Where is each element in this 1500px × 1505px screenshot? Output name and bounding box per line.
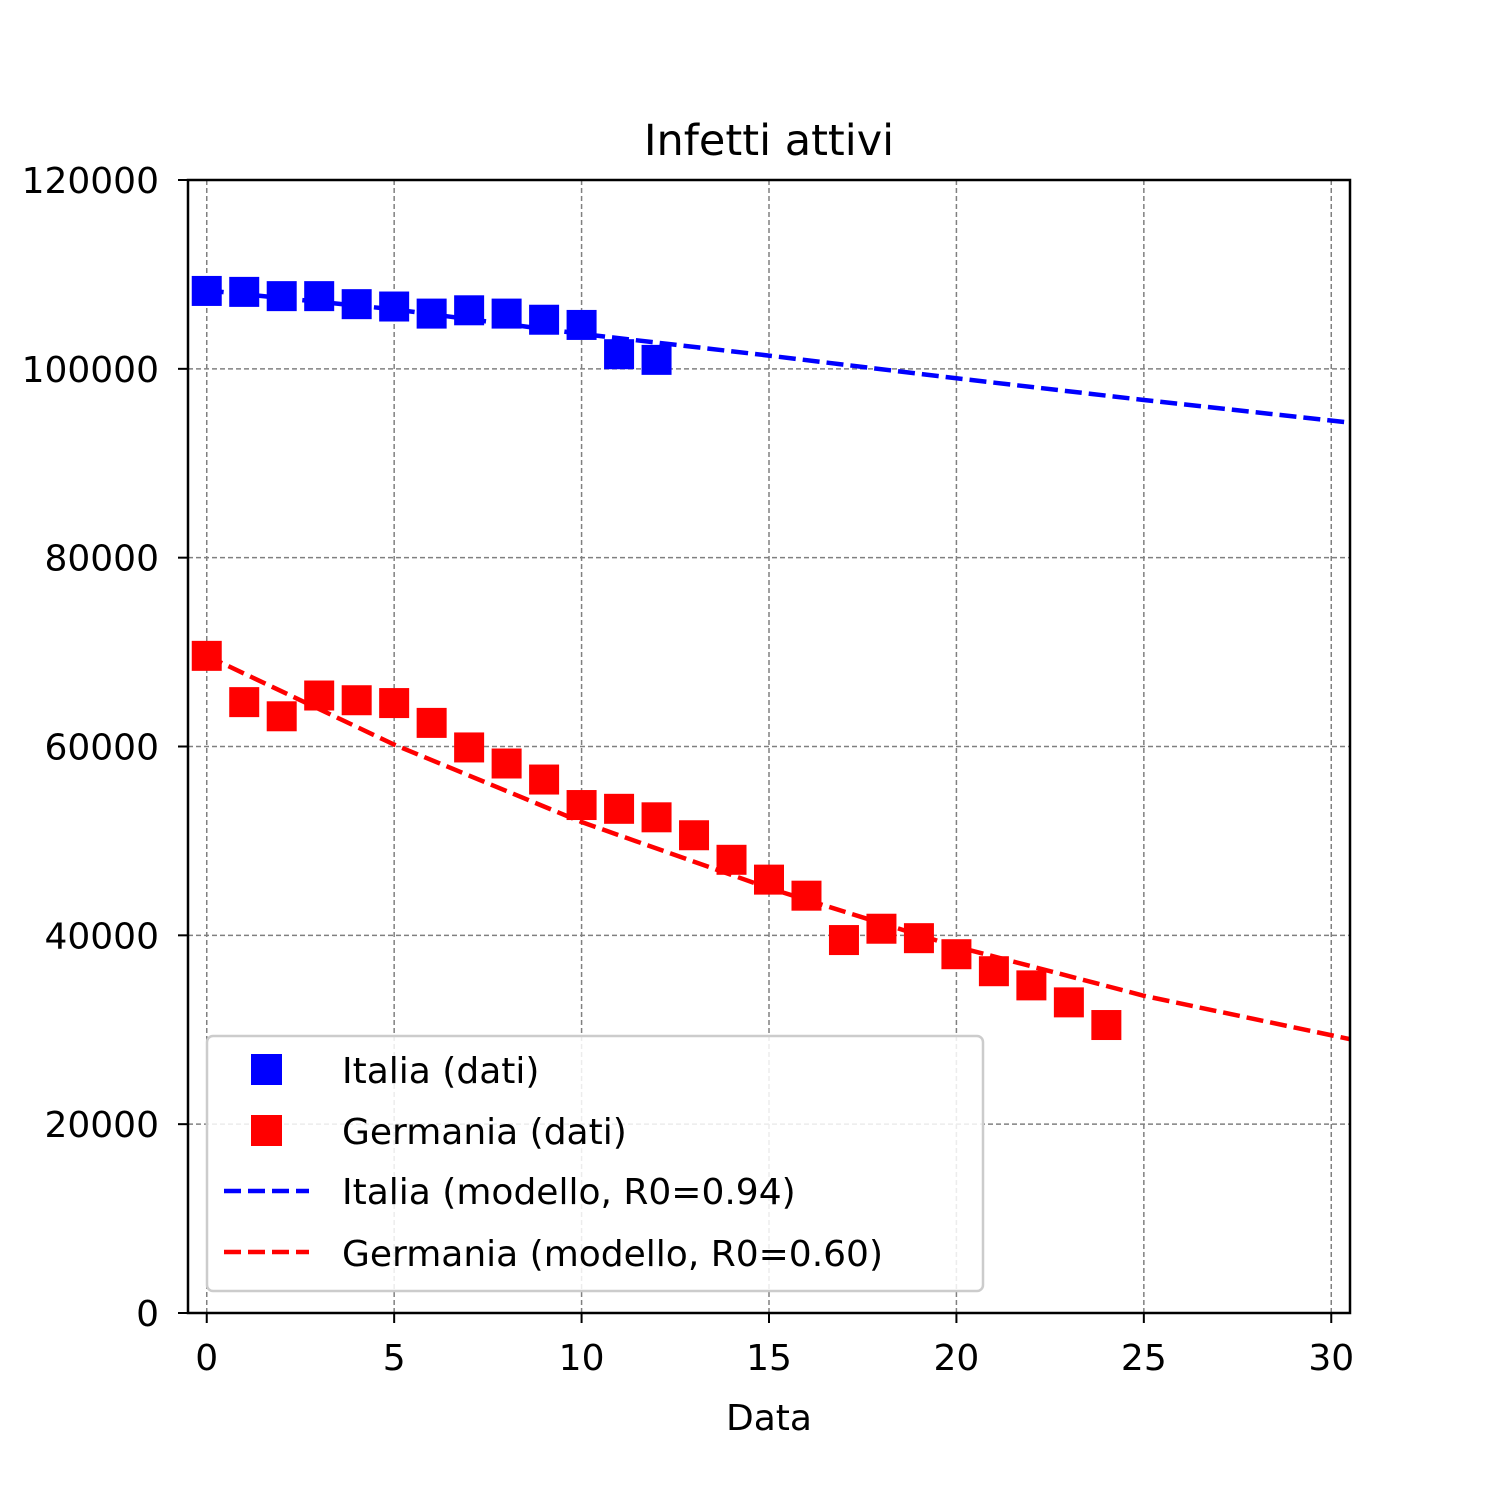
data-point-germania bbox=[379, 688, 410, 719]
data-point-italia bbox=[529, 304, 560, 335]
plot-area bbox=[191, 275, 1350, 1042]
data-point-germania bbox=[229, 687, 260, 718]
data-point-germania bbox=[566, 790, 597, 821]
x-tick-label: 15 bbox=[746, 1338, 792, 1379]
y-tick-label: 40000 bbox=[44, 916, 159, 957]
legend-box bbox=[205, 1034, 985, 1293]
data-point-italia bbox=[416, 298, 447, 329]
model-line-italia bbox=[206, 288, 1350, 425]
data-point-germania bbox=[454, 732, 485, 763]
x-tick-label: 0 bbox=[195, 1338, 218, 1379]
x-tick-label: 30 bbox=[1308, 1338, 1354, 1379]
data-point-germania bbox=[1016, 970, 1047, 1001]
data-point-germania bbox=[941, 939, 972, 970]
data-point-germania bbox=[866, 913, 897, 944]
x-tick-label: 20 bbox=[934, 1338, 980, 1379]
data-point-germania bbox=[604, 793, 635, 824]
data-markers bbox=[191, 275, 1122, 1041]
data-point-germania bbox=[1091, 1010, 1122, 1041]
data-point-italia bbox=[379, 291, 410, 322]
legend: Italia (dati) Germania (dati) Italia (mo… bbox=[205, 1034, 985, 1293]
x-tick-label: 5 bbox=[383, 1338, 406, 1379]
y-tick-label: 120000 bbox=[22, 161, 159, 202]
data-point-italia bbox=[341, 289, 372, 320]
data-point-germania bbox=[304, 680, 335, 711]
x-tick-label: 10 bbox=[559, 1338, 605, 1379]
data-point-germania bbox=[978, 956, 1009, 987]
data-point-italia bbox=[266, 281, 297, 312]
data-point-italia bbox=[491, 298, 522, 329]
legend-label-italia-dati: Italia (dati) bbox=[342, 1051, 539, 1092]
data-point-germania bbox=[791, 880, 822, 911]
data-point-italia bbox=[566, 309, 597, 340]
y-tick-label: 20000 bbox=[44, 1105, 159, 1146]
data-point-germania bbox=[754, 864, 784, 895]
data-point-italia bbox=[454, 295, 485, 326]
y-tick-label: 100000 bbox=[22, 350, 159, 391]
chart-title: Infetti attivi bbox=[644, 116, 894, 166]
data-point-germania bbox=[491, 748, 522, 779]
data-point-germania bbox=[191, 640, 222, 671]
data-point-italia bbox=[191, 275, 222, 306]
data-point-germania bbox=[716, 844, 747, 875]
data-point-germania bbox=[679, 820, 710, 851]
tick-layer: 0 5 10 15 20 25 30 0 20000 40000 60000 80000 100000 1… bbox=[22, 161, 1355, 1379]
y-tick-label: 0 bbox=[136, 1294, 159, 1335]
data-point-germania bbox=[416, 707, 447, 738]
x-tick-label: 25 bbox=[1121, 1338, 1167, 1379]
legend-label-italia-modello: Italia (modello, R0=0.94) bbox=[342, 1172, 796, 1213]
y-tick-label: 80000 bbox=[44, 539, 159, 580]
data-point-germania bbox=[903, 923, 934, 954]
data-point-germania bbox=[1053, 987, 1084, 1018]
data-point-germania bbox=[828, 925, 859, 956]
data-point-germania bbox=[529, 764, 560, 795]
legend-label-germania-modello: Germania (modello, R0=0.60) bbox=[342, 1234, 883, 1275]
data-point-italia bbox=[304, 281, 335, 312]
data-point-germania bbox=[641, 802, 672, 833]
y-tick-label: 60000 bbox=[44, 728, 159, 769]
data-point-italia bbox=[641, 344, 672, 375]
data-point-italia bbox=[604, 339, 635, 370]
data-point-italia bbox=[229, 276, 260, 307]
data-point-germania bbox=[266, 701, 297, 732]
legend-marker-italia-dati bbox=[251, 1054, 282, 1085]
legend-label-germania-dati: Germania (dati) bbox=[342, 1112, 627, 1153]
data-point-germania bbox=[341, 685, 372, 716]
legend-marker-germania-dati bbox=[251, 1115, 282, 1146]
x-axis-label: Data bbox=[726, 1398, 812, 1439]
